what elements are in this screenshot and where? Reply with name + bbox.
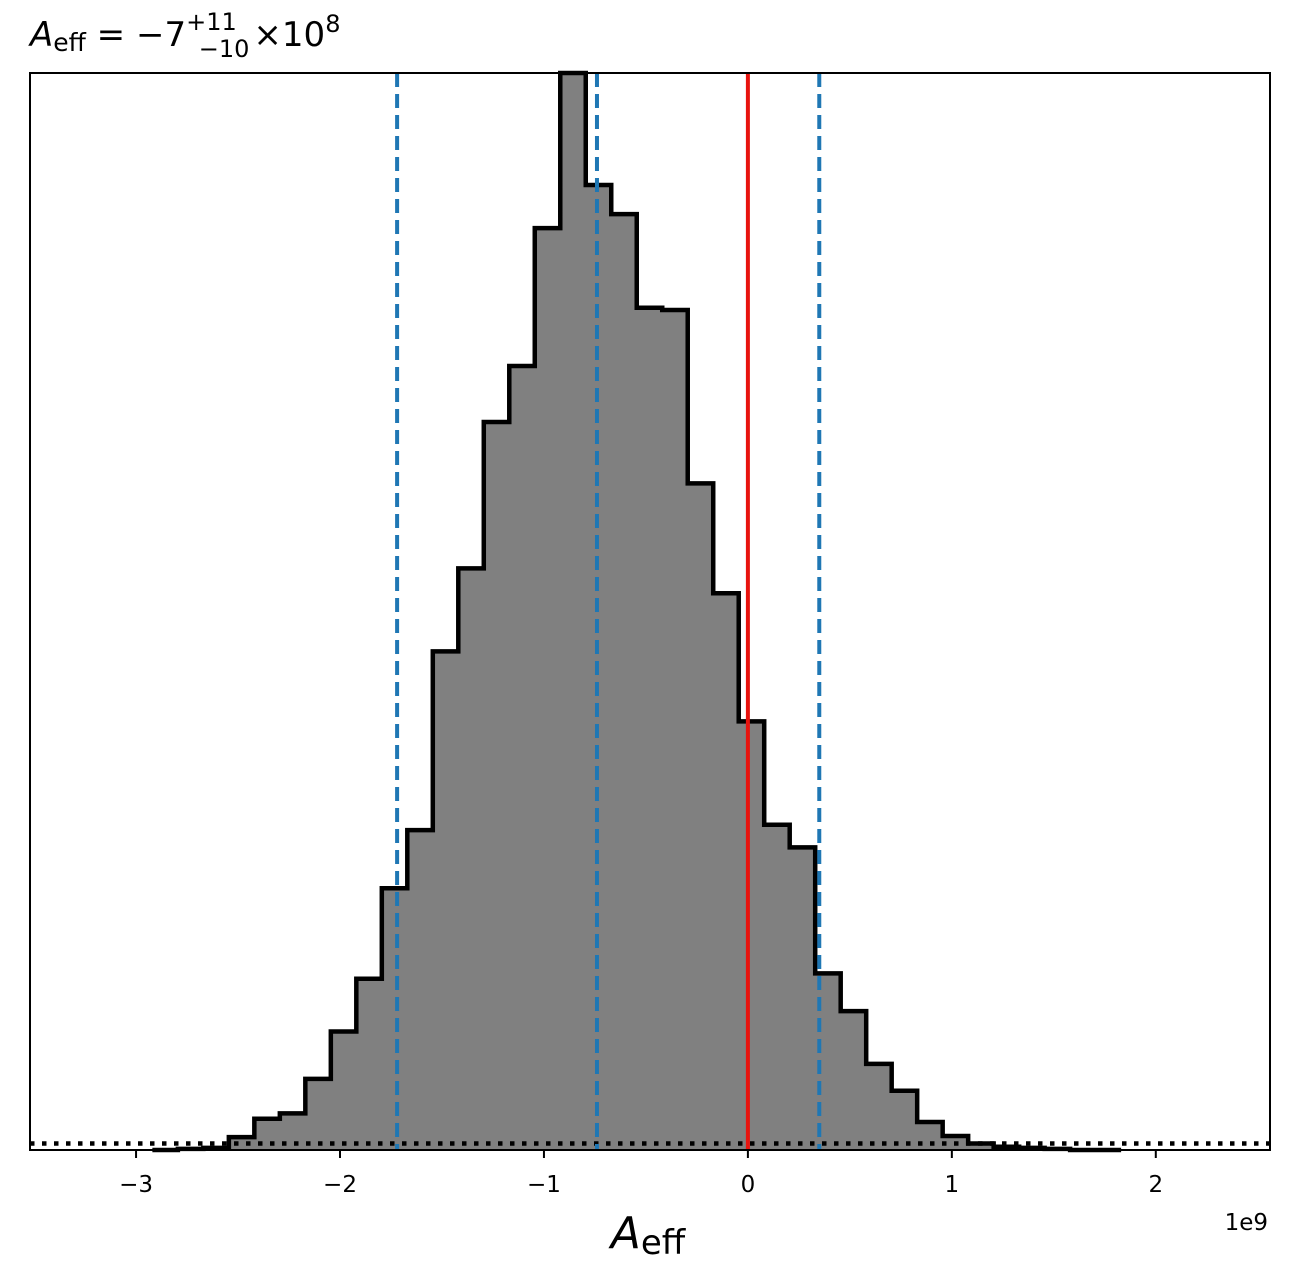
histogram-bar bbox=[483, 421, 510, 1150]
title-sup: +11 bbox=[186, 8, 237, 36]
histogram-bar bbox=[509, 365, 536, 1151]
histogram-bar bbox=[381, 888, 408, 1150]
x-axis-label-sub: eff bbox=[641, 1223, 687, 1263]
histogram-bar bbox=[611, 214, 638, 1150]
histogram-bar bbox=[432, 651, 459, 1150]
x-axis-label-base: A bbox=[608, 1208, 641, 1259]
title-tail: ×10 bbox=[253, 15, 325, 55]
histogram-bars bbox=[177, 73, 1071, 1151]
title-rest: = −7 bbox=[86, 15, 186, 55]
chart-title: Aeff = −7+11 −10 ×108 bbox=[28, 8, 340, 63]
x-tick-label: −1 bbox=[527, 1172, 561, 1198]
histogram-bar bbox=[330, 1031, 357, 1150]
x-tick-label: 0 bbox=[741, 1172, 756, 1198]
x-tick-label: −2 bbox=[323, 1172, 357, 1198]
histogram-bar bbox=[356, 978, 383, 1150]
title-base: A bbox=[28, 15, 53, 55]
histogram-bar bbox=[305, 1078, 332, 1150]
title-lower: −10 bbox=[199, 35, 250, 63]
histogram-bar bbox=[840, 1011, 867, 1150]
histogram-bar bbox=[866, 1063, 893, 1150]
histogram-outline bbox=[152, 70, 1122, 1153]
x-axis-ticks: −3 −2 −1 0 1 2 bbox=[119, 1150, 1163, 1198]
x-tick-label: −3 bbox=[119, 1172, 153, 1198]
x-axis-label: Aeff bbox=[608, 1208, 687, 1263]
histogram-bar bbox=[687, 483, 714, 1150]
x-tick-label: 1 bbox=[945, 1172, 960, 1198]
histogram-bar bbox=[738, 721, 765, 1150]
histogram-bar bbox=[662, 309, 689, 1150]
histogram-bar bbox=[789, 847, 816, 1150]
x-tick-label: 2 bbox=[1148, 1172, 1163, 1198]
histogram-bar bbox=[407, 830, 434, 1150]
title-sub: eff bbox=[53, 28, 86, 57]
histogram-bar bbox=[534, 228, 561, 1150]
histogram-bar bbox=[917, 1121, 944, 1150]
histogram-bar bbox=[713, 593, 740, 1150]
histogram-bar bbox=[228, 1137, 255, 1150]
histogram-bar bbox=[764, 824, 791, 1150]
histogram-bar bbox=[891, 1090, 918, 1150]
offset-text: 1e9 bbox=[1225, 1210, 1268, 1236]
plot-frame bbox=[29, 72, 1271, 1151]
histogram-bar bbox=[636, 307, 663, 1150]
histogram-bar bbox=[560, 73, 587, 1150]
histogram-bar bbox=[458, 568, 485, 1150]
histogram-bar bbox=[968, 1143, 995, 1150]
vertical-lines bbox=[395, 73, 822, 1150]
title-exp: 8 bbox=[325, 10, 340, 38]
